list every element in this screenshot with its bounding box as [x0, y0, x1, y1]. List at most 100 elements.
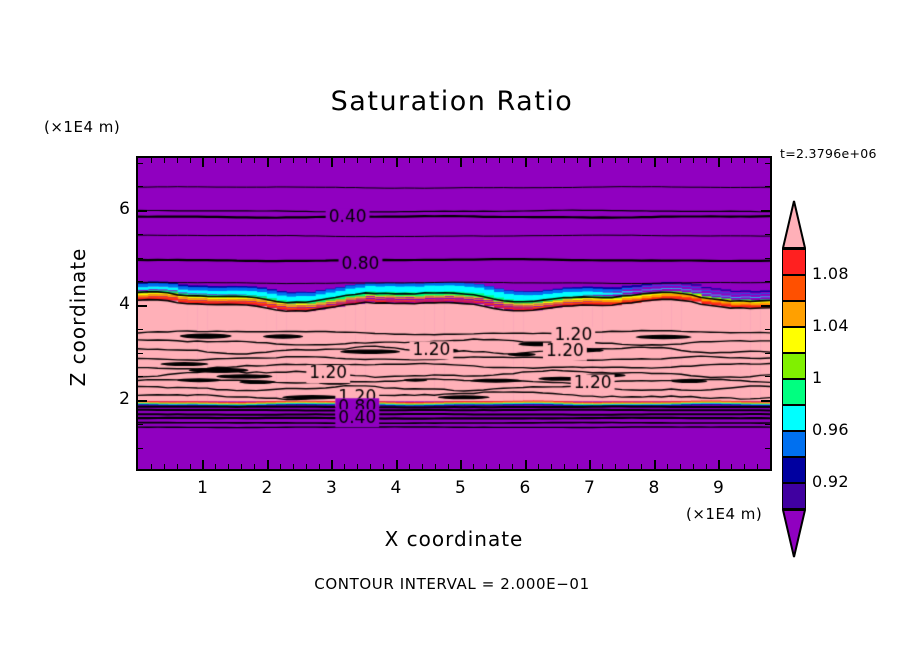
x-minor-tick: [512, 464, 514, 469]
x-major-tick: [266, 460, 269, 469]
x-major-tick: [718, 460, 721, 469]
x-minor-tick: [318, 464, 320, 469]
x-minor-tick: [757, 158, 759, 163]
x-minor-tick: [383, 158, 385, 163]
x-minor-tick: [357, 158, 359, 163]
y-minor-tick: [138, 376, 143, 378]
x-minor-tick: [163, 464, 165, 469]
x-minor-tick: [241, 158, 243, 163]
x-minor-tick: [215, 464, 217, 469]
x-minor-tick: [512, 158, 514, 163]
x-major-tick: [460, 158, 463, 167]
y-minor-tick: [138, 447, 143, 449]
y-minor-tick: [138, 328, 143, 330]
y-minor-tick: [138, 233, 143, 235]
x-minor-tick: [189, 464, 191, 469]
x-minor-tick: [705, 464, 707, 469]
x-minor-tick: [228, 158, 230, 163]
x-major-tick: [718, 158, 721, 167]
x-minor-tick: [731, 158, 733, 163]
x-minor-tick: [447, 464, 449, 469]
x-minor-tick: [666, 464, 668, 469]
y-minor-tick: [138, 281, 143, 283]
colorbar-band: [782, 483, 806, 509]
x-minor-tick: [550, 464, 552, 469]
x-minor-tick: [344, 464, 346, 469]
x-minor-tick: [292, 158, 294, 163]
y-major-tick: [761, 400, 770, 403]
contour-interval-caption: CONTOUR INTERVAL = 2.000E−01: [314, 575, 590, 593]
y-axis-title: Z coordinate: [66, 247, 90, 387]
colorbar-band: [782, 431, 806, 457]
y-minor-tick: [765, 376, 770, 378]
page-title: Saturation Ratio: [330, 86, 574, 117]
x-minor-tick: [602, 464, 604, 469]
x-minor-tick: [486, 464, 488, 469]
x-minor-tick: [305, 158, 307, 163]
x-minor-tick: [279, 464, 281, 469]
y-minor-tick: [138, 423, 143, 425]
contour-plot-area: [136, 156, 772, 471]
y-minor-tick: [765, 328, 770, 330]
x-major-tick: [331, 158, 334, 167]
x-minor-tick: [176, 158, 178, 163]
y-minor-tick: [138, 186, 143, 188]
colorbar-tick-label: 1.08: [812, 264, 849, 283]
y-major-tick: [138, 400, 147, 403]
colorbar-band: [782, 353, 806, 379]
x-minor-tick: [641, 158, 643, 163]
y-axis-unit-label: (×1E4 m): [44, 118, 121, 136]
y-tick-label: 6: [119, 199, 130, 220]
colorbar-band: [782, 327, 806, 353]
x-minor-tick: [628, 158, 630, 163]
x-minor-tick: [408, 464, 410, 469]
x-minor-tick: [770, 158, 771, 163]
x-minor-tick: [537, 464, 539, 469]
x-minor-tick: [563, 464, 565, 469]
x-minor-tick: [692, 158, 694, 163]
x-minor-tick: [370, 158, 372, 163]
y-tick-label: 2: [119, 389, 130, 410]
x-minor-tick: [473, 158, 475, 163]
x-minor-tick: [241, 464, 243, 469]
x-minor-tick: [731, 464, 733, 469]
colorbar-tick-label: 1.04: [812, 316, 849, 335]
x-minor-tick: [770, 464, 771, 469]
x-minor-tick: [254, 158, 256, 163]
x-minor-tick: [744, 464, 746, 469]
x-minor-tick: [279, 158, 281, 163]
x-minor-tick: [189, 158, 191, 163]
x-tick-label: 3: [326, 478, 337, 498]
x-minor-tick: [228, 464, 230, 469]
x-tick-label: 1: [197, 478, 208, 498]
x-axis-title: X coordinate: [384, 527, 524, 551]
x-minor-tick: [537, 158, 539, 163]
y-minor-tick: [765, 257, 770, 259]
x-minor-tick: [679, 158, 681, 163]
y-minor-tick: [765, 233, 770, 235]
y-minor-tick: [138, 257, 143, 259]
y-minor-tick: [138, 352, 143, 354]
y-minor-tick: [765, 186, 770, 188]
x-tick-label: 6: [519, 478, 531, 498]
x-major-tick: [589, 460, 592, 469]
x-tick-label: 4: [390, 478, 402, 498]
colorbar-band: [782, 301, 806, 327]
x-minor-tick: [434, 464, 436, 469]
x-minor-tick: [150, 464, 152, 469]
x-major-tick: [460, 460, 463, 469]
colorbar: 1.08 1.04 1 0.96 0.92: [781, 200, 849, 558]
x-major-tick: [395, 460, 398, 469]
y-major-tick: [761, 305, 770, 308]
x-minor-tick: [550, 158, 552, 163]
x-minor-tick: [705, 158, 707, 163]
x-minor-tick: [254, 464, 256, 469]
y-minor-tick: [765, 352, 770, 354]
x-minor-tick: [305, 464, 307, 469]
colorbar-tick-label: 0.96: [812, 420, 849, 439]
x-minor-tick: [421, 158, 423, 163]
x-minor-tick: [150, 158, 152, 163]
x-minor-tick: [563, 158, 565, 163]
x-minor-tick: [357, 464, 359, 469]
colorbar-bottom-arrow: [781, 509, 807, 558]
